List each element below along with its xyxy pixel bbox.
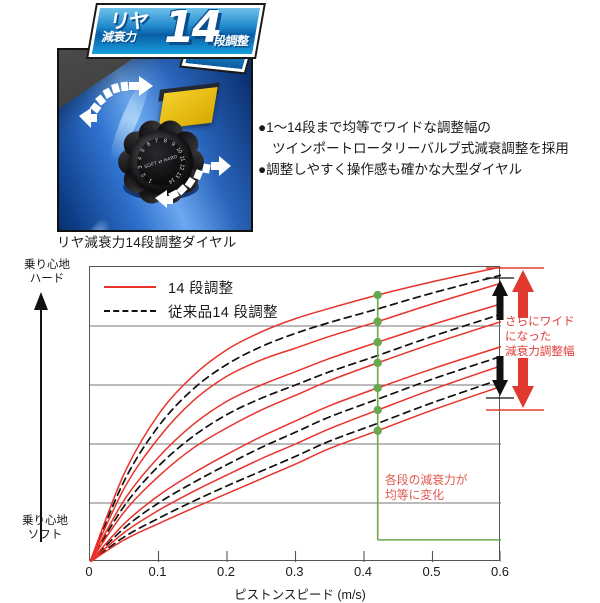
photo-caption: リヤ減衰力14段調整ダイヤル — [57, 235, 237, 250]
rotation-arrow-down — [155, 156, 231, 208]
chart-series-line — [90, 378, 501, 562]
x-tick-label: 0 — [85, 564, 93, 579]
range-annotation-line3: 減衰力調整幅 — [505, 345, 575, 358]
chart-series-line — [90, 303, 501, 562]
plot-svg — [90, 267, 501, 562]
marker-dot — [373, 405, 382, 415]
y-axis-label-hard: 乗り心地 ハード — [8, 258, 86, 286]
range-annotation-line2: になった — [505, 330, 552, 343]
y-axis — [34, 292, 48, 542]
range-annotation-text: さらにワイド になった 減衰力調整幅 — [505, 314, 575, 359]
marker-line-note-line1: 各段の減衰力が — [385, 473, 468, 487]
y-axis-label-soft: 乗り心地 ソフト — [6, 514, 84, 542]
dial-face: 1 2 3 4 5 6 7 8 9 10 11 12 13 14 SOFT ⇄ HARD — [137, 138, 185, 186]
logo-text-dan: 段調整 — [212, 34, 250, 48]
legend-item-old: 従来品14 段調整 — [104, 299, 278, 323]
marker-line-note: 各段の減衰力が 均等に変化 — [385, 473, 468, 503]
x-tick-label: 0.3 — [285, 564, 304, 579]
chart-legend: 14 段調整 従来品14 段調整 — [104, 275, 278, 323]
bullet-line-3: ●調整しやすく操作感も確かな大型ダイヤル — [258, 162, 522, 177]
photo-highlight — [73, 214, 116, 230]
chart-series-line — [90, 320, 501, 562]
rotation-arrow-up — [79, 76, 153, 128]
damping-force-chart: 乗り心地 ハード 乗り心地 ソフト 14 段調整 従来品14 段調整 各段の減衰… — [0, 258, 600, 602]
x-tick-label: 0.4 — [353, 564, 373, 579]
chart-series-line — [90, 267, 501, 562]
arrow-outer-red — [512, 270, 534, 408]
marker-dot — [373, 383, 382, 393]
product-logo-badge: リヤ 減衰力 14 段調整 — [88, 2, 266, 69]
x-tick-label: 0.1 — [148, 564, 167, 579]
legend-swatch-solid — [104, 286, 156, 288]
logo-text-gensui: 減衰力 — [100, 30, 138, 44]
plot-area — [89, 266, 501, 562]
chart-series-line — [90, 282, 501, 562]
x-axis-title: ピストンスピード (m/s) — [234, 588, 366, 602]
adjuster-dial: 1 2 3 4 5 6 7 8 9 10 11 12 13 14 SOFT ⇄ HARD — [117, 117, 205, 207]
logo-number-14: 14 — [164, 2, 222, 53]
y-axis-label-hard-line1: 乗り心地 — [24, 259, 70, 271]
y-axis-label-hard-line2: ハード — [29, 273, 65, 285]
legend-item-new: 14 段調整 — [104, 275, 278, 299]
marker-dot — [373, 426, 382, 435]
marker-dot — [373, 358, 382, 368]
y-axis-label-soft-line1: 乗り心地 — [22, 515, 68, 527]
chart-series-line — [90, 345, 501, 562]
chart-series-line — [90, 365, 501, 562]
y-axis-arrowhead — [34, 292, 48, 310]
chart-series-line — [90, 385, 501, 562]
legend-label-new: 14 段調整 — [168, 280, 234, 297]
x-tick-label: 0.5 — [422, 564, 441, 579]
product-header-section: 1 2 3 4 5 6 7 8 9 10 11 12 13 14 SOFT ⇄ HARD — [0, 0, 600, 258]
range-annotation-line1: さらにワイド — [505, 315, 575, 328]
bullet-line-1: ●1〜14段まで均等でワイドな調整幅の — [258, 120, 491, 135]
chart-series-line — [90, 313, 501, 562]
dial-core: 1 2 3 4 5 6 7 8 9 10 11 12 13 14 SOFT ⇄ HARD — [129, 130, 193, 194]
y-axis-line — [40, 304, 42, 542]
product-photo: 1 2 3 4 5 6 7 8 9 10 11 12 13 14 SOFT ⇄ HARD — [57, 48, 253, 232]
chart-series-line — [90, 355, 501, 562]
legend-label-old: 従来品14 段調整 — [168, 304, 278, 321]
marker-dot — [373, 338, 382, 347]
feature-bullet-list: ●1〜14段まで均等でワイドな調整幅の ツインポートロータリーバルブ式減衰調整を… — [258, 117, 598, 180]
x-tick-label: 0.6 — [490, 564, 510, 579]
marker-line-note-line2: 均等に変化 — [385, 488, 444, 502]
y-axis-label-soft-line2: ソフト — [27, 529, 63, 541]
marker-dot — [373, 317, 382, 326]
chart-series-line — [90, 274, 501, 562]
range-reference-lines-red — [486, 267, 544, 411]
legend-swatch-dashed — [104, 310, 156, 312]
x-tick-label: 0.2 — [216, 564, 236, 579]
arrow-inner-black — [492, 280, 508, 396]
marker-dot — [373, 290, 382, 300]
range-arrows — [486, 267, 544, 411]
range-reference-lines-black — [486, 277, 514, 399]
bullet-line-2: ツインポートロータリーバルブ式減衰調整を採用 — [272, 141, 569, 156]
